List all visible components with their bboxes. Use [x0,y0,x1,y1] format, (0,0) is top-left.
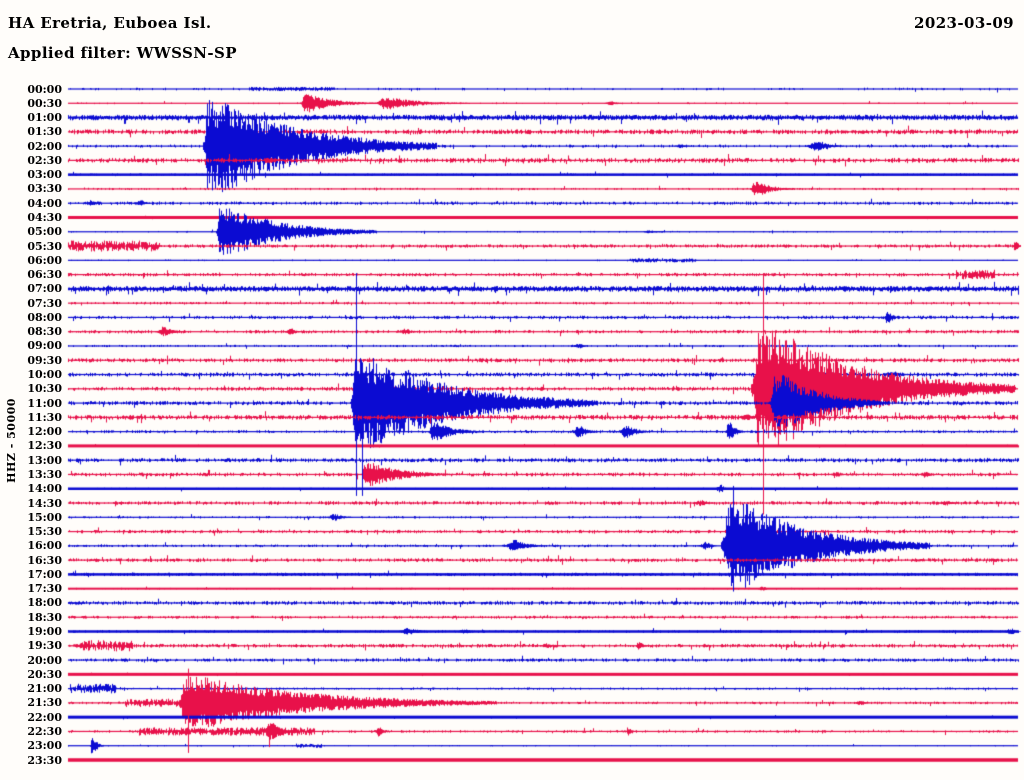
time-label: 11:30 [27,410,62,424]
time-label: 12:00 [27,425,62,439]
time-label: 01:30 [27,125,62,139]
time-label: 22:30 [27,724,62,738]
time-label: 05:00 [27,225,62,239]
time-label: 21:00 [27,682,62,696]
time-label: 04:30 [27,210,62,224]
time-label: 05:30 [27,239,62,253]
time-label: 23:30 [27,753,62,767]
time-label: 08:00 [27,310,62,324]
time-label: 01:00 [27,111,62,125]
time-label: 02:30 [27,153,62,167]
time-label: 20:00 [27,653,62,667]
time-label: 11:00 [27,396,62,410]
time-label: 00:30 [27,96,62,110]
time-label: 06:30 [27,268,62,282]
time-label: 13:30 [27,467,62,481]
time-label: 16:30 [27,553,62,567]
time-label: 07:00 [27,282,62,296]
station-title: HA Eretria, Euboea Isl. [8,14,212,32]
time-label: 22:00 [27,710,62,724]
time-label: 13:00 [27,453,62,467]
filter-label: Applied filter: WWSSN-SP [8,44,237,62]
time-label: 08:30 [27,325,62,339]
time-label: 03:00 [27,168,62,182]
time-label: 12:30 [27,439,62,453]
time-label: 15:30 [27,525,62,539]
time-label: 10:30 [27,382,62,396]
time-label: 16:00 [27,539,62,553]
time-label: 06:00 [27,253,62,267]
time-label: 02:00 [27,139,62,153]
time-label: 14:00 [27,482,62,496]
time-label: 04:00 [27,196,62,210]
time-label: 14:30 [27,496,62,510]
time-label: 03:30 [27,182,62,196]
time-label: 20:30 [27,667,62,681]
time-label: 18:00 [27,596,62,610]
time-label: 07:30 [27,296,62,310]
time-label: 23:00 [27,739,62,753]
time-label: 00:00 [27,82,62,96]
time-label: 15:00 [27,510,62,524]
time-label: 17:00 [27,567,62,581]
time-label: 09:30 [27,353,62,367]
time-label: 21:30 [27,696,62,710]
time-label: 17:30 [27,582,62,596]
time-label: 09:00 [27,339,62,353]
time-label: 19:00 [27,625,62,638]
time-label: 19:30 [27,639,62,653]
date-label: 2023-03-09 [914,14,1014,32]
time-label: 10:00 [27,368,62,382]
time-label: 18:30 [27,610,62,624]
